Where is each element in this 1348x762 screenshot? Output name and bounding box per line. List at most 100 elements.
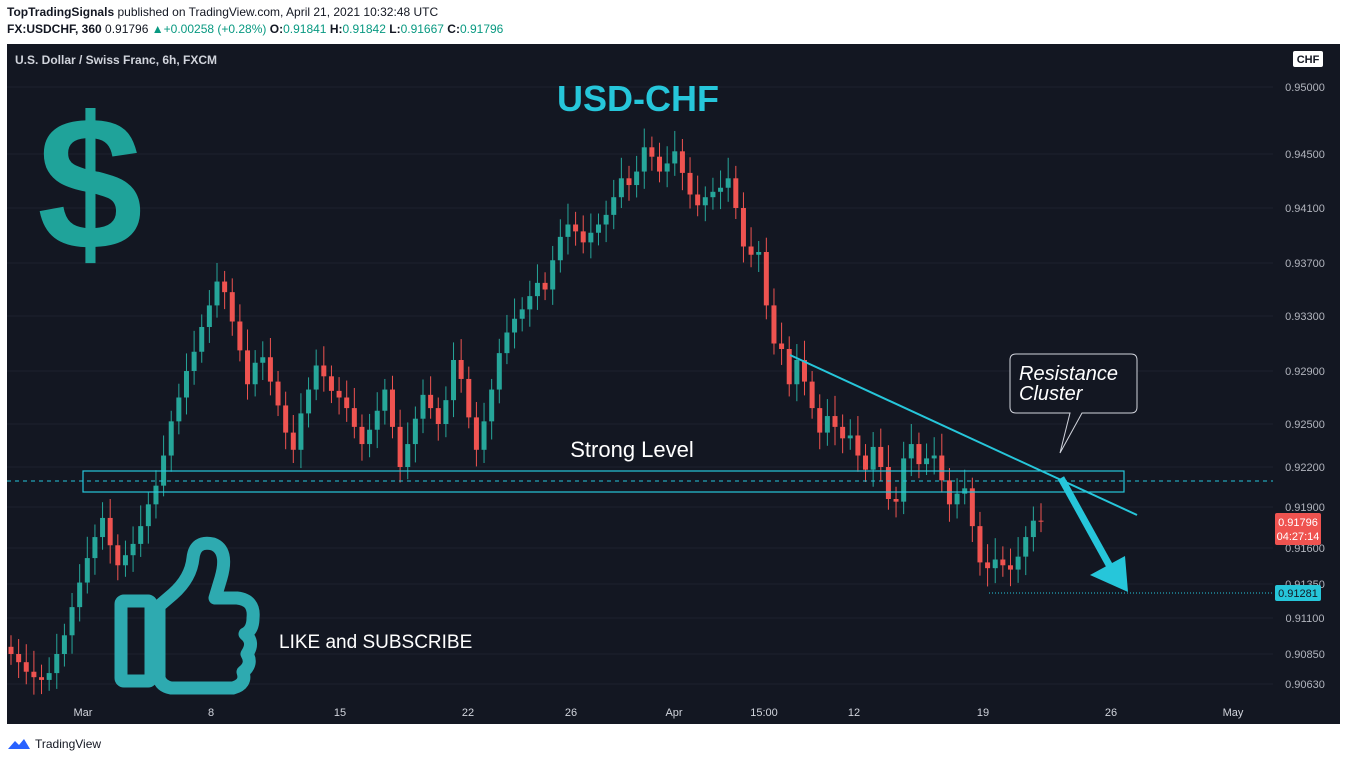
- y-tick-label: 0.94100: [1285, 203, 1325, 215]
- tradingview-logo-icon: [8, 739, 30, 749]
- candle: [16, 639, 22, 678]
- like-subscribe-text: LIKE and SUBSCRIBE: [279, 632, 472, 653]
- close-value: 0.91796: [459, 22, 504, 36]
- legend-text: U.S. Dollar / Swiss Franc, 6h, FXCM: [15, 53, 217, 67]
- candle: [664, 146, 670, 188]
- target-price-value: 0.91281: [1278, 588, 1318, 600]
- candle: [550, 245, 556, 305]
- candle: [46, 657, 52, 691]
- candle: [122, 540, 128, 577]
- candle: [428, 376, 434, 419]
- candle: [1023, 526, 1029, 576]
- x-tick-label: 26: [1105, 707, 1117, 719]
- candle: [634, 155, 640, 198]
- x-tick-label: Mar: [74, 707, 93, 719]
- x-tick-label: May: [1223, 707, 1244, 719]
- candle: [138, 505, 144, 557]
- time-axis[interactable]: Mar 8 15 22 26 Apr 15:00 12 19 26 May: [74, 707, 1244, 719]
- candle: [626, 165, 632, 201]
- candle: [962, 469, 968, 505]
- candle: [229, 278, 235, 336]
- resistance-trendline[interactable]: [789, 354, 1138, 516]
- candle: [496, 338, 502, 404]
- y-tick-label: 0.95000: [1285, 82, 1325, 94]
- y-tick-label: 0.92500: [1285, 419, 1325, 431]
- candle: [763, 237, 769, 320]
- publisher-name[interactable]: TopTradingSignals: [7, 5, 115, 19]
- candle: [695, 175, 701, 217]
- candle: [946, 468, 952, 522]
- candle: [847, 419, 853, 450]
- candle: [969, 477, 975, 542]
- grid-layer: [7, 86, 1273, 685]
- price-chart[interactable]: Resistance Cluster USD-CHF Strong Level …: [7, 44, 1340, 724]
- callout-text-line2: Cluster: [1019, 383, 1084, 405]
- candle: [817, 394, 823, 450]
- candle: [84, 536, 90, 594]
- candle: [939, 433, 945, 493]
- candle: [252, 350, 258, 397]
- candle: [275, 371, 281, 417]
- candle: [328, 365, 334, 404]
- candle: [595, 213, 601, 246]
- candle: [1030, 506, 1036, 552]
- tradingview-brand: TradingView: [35, 737, 102, 751]
- tradingview-footer[interactable]: TradingView: [7, 735, 101, 753]
- candle: [748, 227, 754, 268]
- candle: [733, 165, 739, 219]
- forecast-arrow-shaft[interactable]: [1057, 476, 1117, 574]
- candle: [519, 297, 525, 332]
- candle: [260, 341, 266, 381]
- y-tick-label: 0.93300: [1285, 311, 1325, 323]
- candle: [359, 414, 365, 461]
- strong-level-label: Strong Level: [570, 437, 694, 462]
- candle: [23, 644, 29, 685]
- candle: [771, 288, 777, 355]
- currency-badge-bg: [1293, 51, 1323, 67]
- candle: [840, 414, 846, 454]
- close-label: C:: [447, 22, 460, 36]
- candle: [786, 336, 792, 397]
- candle: [542, 272, 548, 301]
- candle: [145, 492, 151, 544]
- x-tick-label: 8: [208, 707, 214, 719]
- chart-title: USD-CHF: [557, 78, 719, 119]
- price-axis[interactable]: CHF 0.906300.908500.911000.913500.916000…: [1285, 51, 1325, 691]
- candle: [100, 502, 106, 550]
- candle: [31, 650, 37, 695]
- y-tick-label: 0.90630: [1285, 679, 1325, 691]
- candle: [977, 511, 983, 576]
- chart-panel[interactable]: Resistance Cluster USD-CHF Strong Level …: [7, 44, 1340, 724]
- y-tick-label: 0.91600: [1285, 543, 1325, 555]
- candle: [534, 264, 540, 310]
- candle: [435, 397, 441, 441]
- callout-resistance-cluster[interactable]: Resistance Cluster: [1009, 353, 1138, 454]
- y-tick-label: 0.92900: [1285, 366, 1325, 378]
- candle: [473, 402, 479, 467]
- candle: [801, 340, 807, 396]
- candle: [382, 378, 388, 425]
- candle: [267, 338, 273, 396]
- candle: [290, 414, 296, 463]
- open-value: 0.91841: [283, 22, 327, 36]
- candle: [565, 203, 571, 255]
- candle: [1015, 537, 1021, 583]
- candle: [351, 387, 357, 439]
- candle: [908, 424, 914, 477]
- candle: [603, 200, 609, 243]
- candle: [489, 378, 495, 440]
- x-tick-label: 15:00: [750, 707, 778, 719]
- candle: [443, 386, 449, 438]
- candle: [245, 329, 251, 400]
- candle: [283, 391, 289, 450]
- candle: [618, 157, 624, 208]
- candle: [710, 177, 716, 210]
- x-tick-label: 22: [462, 707, 474, 719]
- candle: [740, 192, 746, 263]
- candle: [504, 314, 510, 365]
- y-tick-label: 0.91900: [1285, 502, 1325, 514]
- candle: [191, 330, 197, 385]
- y-tick-label: 0.94500: [1285, 149, 1325, 161]
- candle: [611, 179, 617, 230]
- y-tick-label: 0.93700: [1285, 258, 1325, 270]
